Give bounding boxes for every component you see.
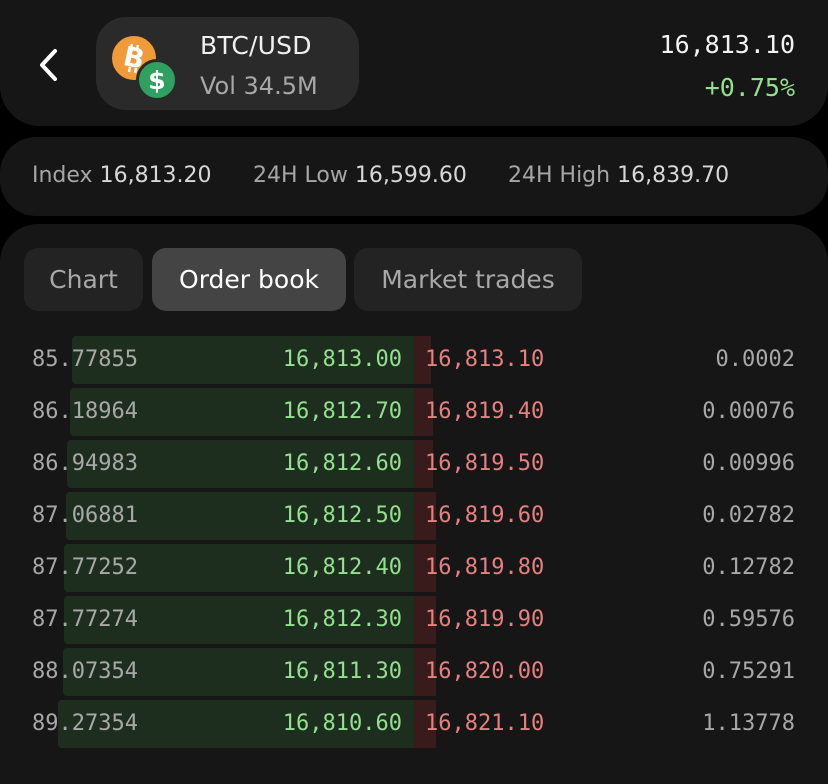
ask-size: 0.12782 [702, 555, 795, 580]
low-label: 24H Low [253, 163, 348, 188]
ask-depth-bar [414, 388, 434, 436]
bid-price: 16,811.30 [282, 659, 402, 684]
back-button[interactable] [28, 40, 68, 90]
pair-name: BTC/USD [200, 31, 312, 60]
bid-price: 16,810.60 [282, 711, 402, 736]
order-book-row[interactable]: 87.06881 16,812.50 16,819.60 0.02782 [0, 492, 828, 540]
bid-depth-bar [63, 544, 414, 592]
bid-size: 88.07354 [32, 659, 138, 684]
index-label: Index [32, 163, 93, 188]
bid-size: 86.94983 [32, 451, 138, 476]
tab-order-book[interactable]: Order book [152, 248, 346, 311]
ask-size: 1.13778 [702, 711, 795, 736]
order-book-row[interactable]: 86.18964 16,812.70 16,819.40 0.00076 [0, 388, 828, 436]
ask-size: 0.02782 [702, 503, 795, 528]
order-book-row[interactable]: 88.07354 16,811.30 16,820.00 0.75291 [0, 648, 828, 696]
ask-size: 0.75291 [702, 659, 795, 684]
order-book-row[interactable]: 87.77252 16,812.40 16,819.80 0.12782 [0, 544, 828, 592]
bid-price: 16,812.40 [282, 555, 402, 580]
ask-price: 16,819.40 [425, 399, 545, 424]
index-stat: Index 16,813.20 [32, 163, 212, 188]
order-book-row[interactable]: 85.77855 16,813.00 16,813.10 0.0002 [0, 336, 828, 384]
bid-size: 86.18964 [32, 399, 138, 424]
ask-depth-bar [414, 544, 436, 592]
ask-depth-bar [414, 596, 436, 644]
ask-price: 16,819.50 [425, 451, 545, 476]
bitcoin-icon: B [109, 33, 159, 83]
bid-depth-bar [62, 648, 414, 696]
bid-size: 87.06881 [32, 503, 138, 528]
low-stat: 24H Low 16,599.60 [253, 163, 467, 188]
chevron-left-icon [40, 49, 57, 81]
dollar-icon: $ [136, 59, 178, 101]
ask-size: 0.0002 [715, 347, 795, 372]
ask-depth-bar [414, 492, 436, 540]
last-price: 16,813.10 [659, 30, 795, 59]
ask-price: 16,819.80 [425, 555, 545, 580]
bid-depth-bar [71, 336, 414, 384]
bid-price: 16,812.50 [282, 503, 402, 528]
order-book-row[interactable]: 86.94983 16,812.60 16,819.50 0.00996 [0, 440, 828, 488]
bid-depth-bar [69, 388, 414, 436]
bid-depth-bar [63, 596, 414, 644]
pair-selector[interactable]: B $ BTC/USD Vol 34.5M [96, 17, 359, 110]
high-value: 16,839.70 [617, 163, 730, 188]
ask-size: 0.00996 [702, 451, 795, 476]
pair-volume: Vol 34.5M [200, 72, 318, 100]
high-stat: 24H High 16,839.70 [508, 163, 729, 188]
bid-price: 16,812.30 [282, 607, 402, 632]
svg-text:$: $ [148, 66, 165, 95]
ask-depth-bar [414, 648, 436, 696]
tab-market-trades[interactable]: Market trades [354, 248, 582, 311]
ask-price: 16,819.60 [425, 503, 545, 528]
order-book-row[interactable]: 89.27354 16,810.60 16,821.10 1.13778 [0, 700, 828, 748]
bid-price: 16,812.70 [282, 399, 402, 424]
bid-size: 87.77252 [32, 555, 138, 580]
ask-depth-bar [414, 700, 436, 748]
ask-price: 16,820.00 [425, 659, 545, 684]
ask-size: 0.00076 [702, 399, 795, 424]
bid-price: 16,813.00 [282, 347, 402, 372]
header-card: B $ BTC/USD Vol 34.5M 16,813.10 +0.75% [0, 0, 828, 126]
price-change: +0.75% [704, 73, 795, 102]
high-label: 24H High [508, 163, 611, 188]
bid-depth-bar [66, 440, 414, 488]
bid-size: 89.27354 [32, 711, 138, 736]
ask-price: 16,813.10 [425, 347, 545, 372]
bid-depth-bar [57, 700, 414, 748]
ask-price: 16,821.10 [425, 711, 545, 736]
bid-depth-bar [66, 492, 414, 540]
low-value: 16,599.60 [354, 163, 467, 188]
ask-depth-bar [414, 336, 431, 384]
tab-chart[interactable]: Chart [24, 248, 143, 311]
order-book-row[interactable]: 87.77274 16,812.30 16,819.90 0.59576 [0, 596, 828, 644]
bid-size: 87.77274 [32, 607, 138, 632]
ask-price: 16,819.90 [425, 607, 545, 632]
stats-card [0, 137, 828, 216]
ask-depth-bar [414, 440, 434, 488]
ask-size: 0.59576 [702, 607, 795, 632]
bid-price: 16,812.60 [282, 451, 402, 476]
index-value: 16,813.20 [99, 163, 212, 188]
bid-size: 85.77855 [32, 347, 138, 372]
